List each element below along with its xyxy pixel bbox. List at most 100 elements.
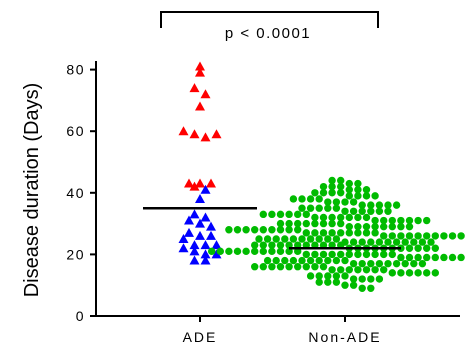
data-point-circle [332,278,341,286]
data-point-circle [311,213,319,222]
data-point-circle [345,213,353,222]
data-point-circle [418,259,427,268]
data-point-circle [281,256,289,265]
data-point-circle [324,256,332,265]
data-point-circle [311,250,319,259]
data-point-circle [371,222,379,231]
data-point-triangle [178,243,189,253]
data-point-circle [457,232,465,240]
data-point-circle [259,210,267,219]
data-point-circle [448,253,457,262]
data-point-circle [251,241,259,249]
data-point-circle [225,226,233,234]
data-point-circle [289,195,298,203]
data-point-circle [251,226,259,234]
data-point-triangle [189,129,200,139]
data-point-circle [362,213,371,222]
data-point-circle [375,259,384,268]
data-point-circle [371,229,379,237]
data-point-circle [328,266,336,274]
data-point-triangle [200,249,211,259]
data-point-triangle [195,193,205,203]
data-point-circle [362,229,371,237]
data-point-circle [324,198,332,206]
data-point-triangle [200,132,211,142]
data-point-circle [423,232,431,240]
data-point-circle [315,272,323,280]
data-point-circle [349,281,358,289]
data-point-circle [388,269,396,277]
data-point-circle [414,232,422,240]
data-point-circle [315,235,323,243]
y-tick-label: 40 [66,185,85,201]
data-point-circle [268,241,276,249]
data-point-circle [294,210,302,219]
data-point-circle [405,244,414,252]
data-point-circle [405,253,414,262]
data-point-triangle [206,221,216,231]
data-point-triangle [195,101,205,111]
data-point-circle [380,250,388,259]
data-point-circle [298,204,306,212]
data-point-circle [457,253,465,262]
data-point-circle [268,210,276,219]
data-point-circle [298,235,306,243]
data-point-triangle [189,209,200,219]
data-point-circle [380,266,388,274]
data-point-circle [380,232,388,240]
data-point-triangle [189,181,200,191]
data-point-circle [401,238,409,246]
data-point-circle [392,238,401,246]
data-point-circle [233,247,242,256]
data-point-circle [384,238,392,246]
data-point-triangle [195,67,205,77]
data-point-circle [427,238,435,246]
data-point-circle [319,250,328,259]
data-point-circle [358,259,366,268]
data-point-circle [332,198,341,206]
x-category-label: Non-ADE [308,329,381,345]
data-point-triangle [211,240,222,250]
data-point-circle [337,229,345,237]
data-point-circle [306,235,315,243]
data-point-circle [319,229,328,237]
data-point-circle [375,275,384,283]
data-point-triangle [178,234,189,243]
data-point-circle [440,232,448,240]
data-point-circle [324,278,332,286]
data-point-circle [401,259,409,268]
data-point-circle [414,244,422,252]
data-point-circle [349,275,358,283]
data-point-circle [332,272,341,280]
data-point-circle [405,269,414,277]
data-point-circle [405,232,414,240]
data-point-circle [324,235,332,243]
data-point-circle [397,269,405,277]
data-point-circle [263,235,272,243]
data-point-circle [289,235,298,243]
y-tick-label: 60 [66,123,85,139]
data-point-circle [225,247,233,256]
data-point-circle [328,176,336,185]
data-point-circle [371,250,379,259]
data-point-circle [319,189,328,197]
data-point-circle [380,216,388,225]
data-point-circle [328,189,336,197]
data-point-circle [362,250,371,259]
data-point-circle [367,284,375,292]
data-point-circle [259,226,267,234]
data-point-circle [302,263,310,271]
data-point-circle [371,266,379,274]
data-point-circle [268,226,276,234]
data-point-circle [332,204,341,212]
x-category-label: ADE [183,329,218,345]
data-point-circle [315,195,323,203]
data-point-circle [285,210,293,219]
data-point-circle [251,263,259,271]
data-point-circle [448,232,457,240]
data-point-circle [255,235,263,243]
data-point-triangle [189,246,200,256]
data-point-circle [423,244,431,252]
data-point-circle [354,179,362,188]
data-point-circle [345,266,353,274]
